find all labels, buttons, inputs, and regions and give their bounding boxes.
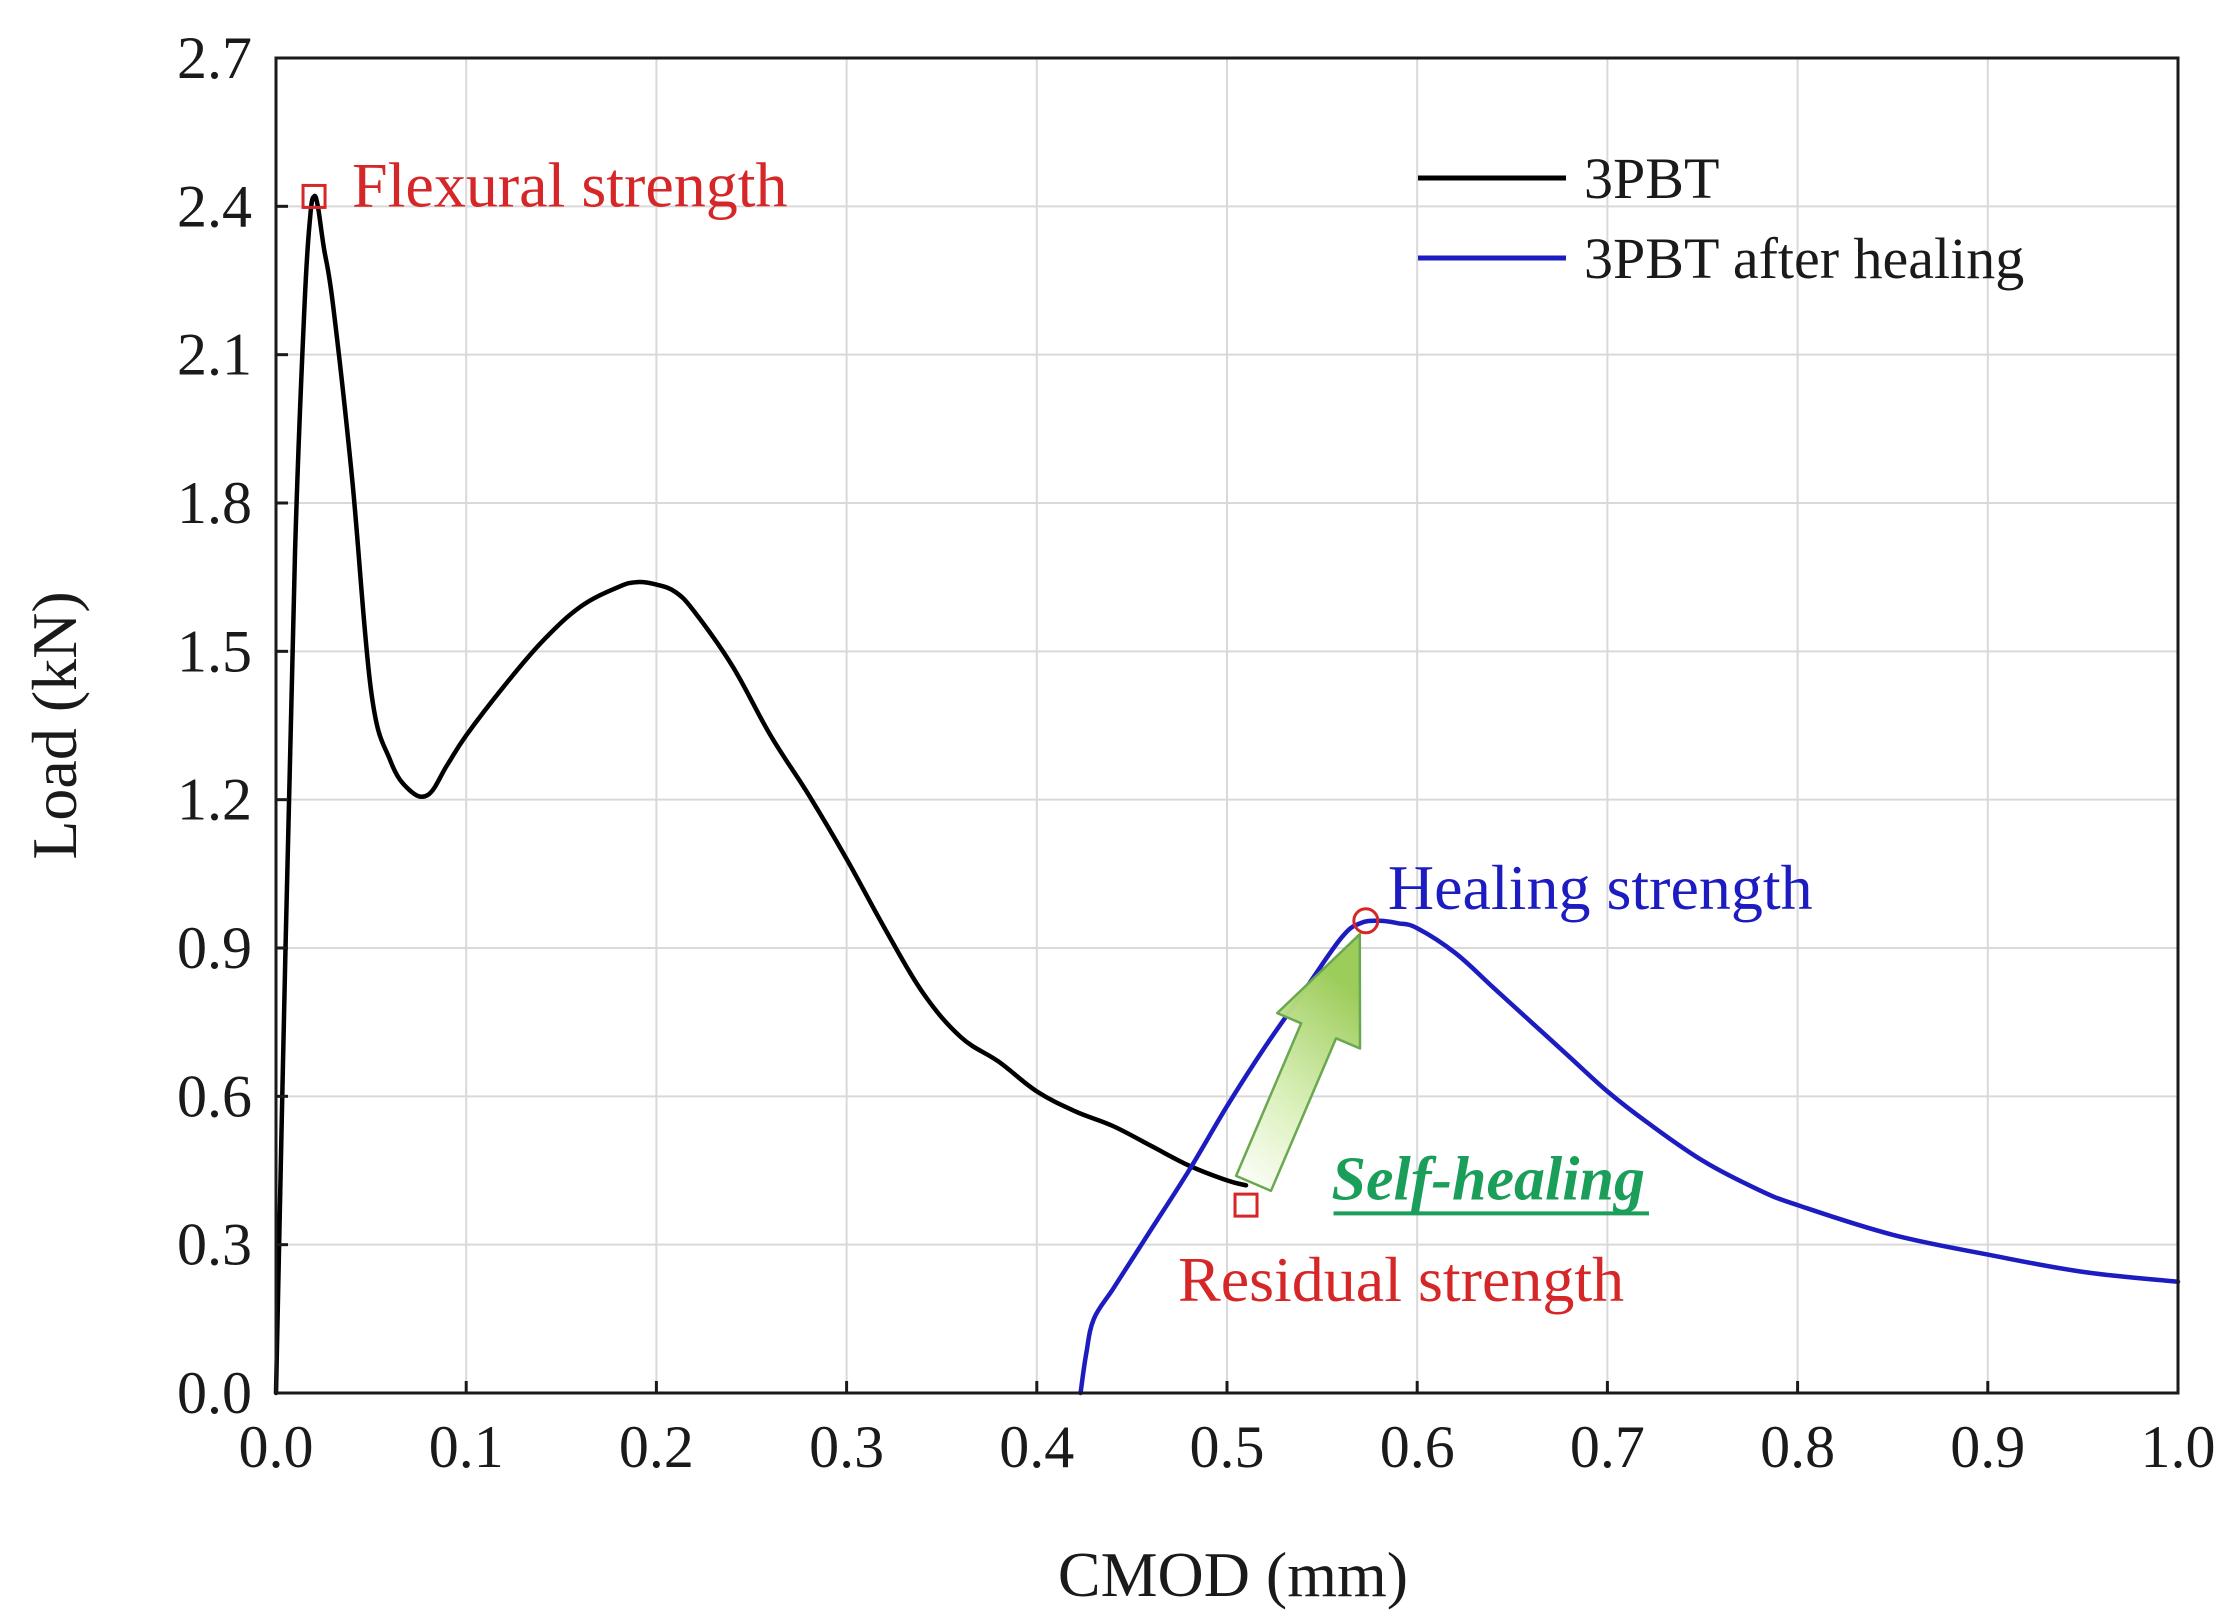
x-tick-label: 0.6: [1380, 1414, 1455, 1480]
y-tick-label: 0.6: [177, 1063, 252, 1129]
x-tick-label: 0.5: [1190, 1414, 1265, 1480]
legend-label-3pbt-after-healing: 3PBT after healing: [1584, 226, 2024, 291]
x-tick-label: 0.8: [1760, 1414, 1835, 1480]
axes: [274, 56, 2180, 1395]
x-tick-label: 0.0: [239, 1414, 314, 1480]
y-axis-title: Load (kN): [19, 591, 90, 859]
grid-lines: [276, 58, 2178, 1393]
y-tick-label: 2.4: [177, 173, 252, 239]
residual-strength-label: Residual strength: [1178, 1244, 1624, 1315]
series-line-3pbt-after-healing: [1078, 918, 2181, 1396]
x-tick-label: 0.2: [619, 1414, 694, 1480]
y-tick-label: 1.5: [177, 618, 252, 684]
healing-strength-marker: [1352, 907, 1380, 935]
x-tick-label: 0.7: [1570, 1414, 1645, 1480]
y-tick-label: 0.3: [177, 1212, 252, 1278]
flexural-strength-label: Flexural strength: [352, 149, 787, 220]
self-healing-arrow-group: [1234, 932, 1362, 1193]
self-healing-label: Self-healing: [1332, 1145, 1645, 1213]
y-tick-label: 1.8: [177, 470, 252, 536]
y-tick-label: 0.0: [177, 1360, 252, 1426]
x-tick-label: 0.1: [429, 1414, 504, 1480]
x-tick-label: 0.9: [1950, 1414, 2025, 1480]
annotation-markers: [301, 183, 1380, 1218]
self-healing-arrow: [1234, 932, 1362, 1193]
x-tick-label: 1.0: [2141, 1414, 2216, 1480]
x-tick-label: 0.3: [809, 1414, 884, 1480]
series-lines: [273, 193, 2181, 1396]
labels: Flexural strength Healing strength Residua…: [19, 25, 2216, 1610]
flexural-strengthmarker: [301, 183, 327, 209]
y-tick-label: 2.1: [177, 322, 252, 388]
healing-strength-label: Healing strength: [1388, 852, 1813, 923]
series-line-3pbt: [273, 193, 1249, 1396]
y-tick-label: 1.2: [177, 767, 252, 833]
y-tick-label: 2.7: [177, 25, 252, 91]
residual-strengthmarker: [1233, 1192, 1259, 1218]
x-tick-label: 0.4: [999, 1414, 1074, 1480]
y-tick-label: 0.9: [177, 915, 252, 981]
x-axis-title: CMOD (mm): [1058, 1539, 1408, 1610]
legend-label-3pbt: 3PBT: [1584, 146, 1719, 211]
